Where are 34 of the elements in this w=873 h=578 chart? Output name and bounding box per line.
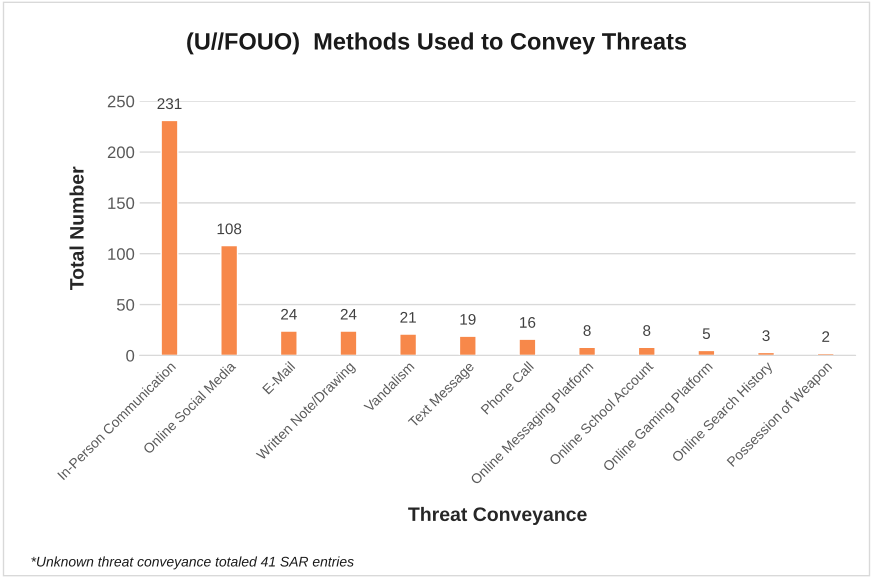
y-tick-label: 0 — [126, 350, 134, 362]
data-label: 108 — [218, 223, 242, 234]
bar — [578, 346, 596, 356]
bar — [220, 244, 238, 356]
y-tick-label: 150 — [108, 197, 134, 210]
data-label: 8 — [584, 325, 591, 336]
bar — [339, 330, 358, 356]
bar — [757, 352, 776, 356]
data-label: 21 — [400, 312, 416, 323]
y-tick-label: 250 — [108, 96, 134, 108]
bar — [458, 335, 477, 356]
y-tick-label: 200 — [108, 146, 134, 158]
bar — [399, 333, 418, 356]
data-label: 231 — [158, 98, 182, 110]
y-tick-label: 100 — [108, 248, 134, 260]
text: *Unknown threat conveyance totaled 41 SAR entries — [31, 556, 354, 570]
bar — [697, 350, 716, 356]
data-label: 5 — [702, 328, 710, 340]
y-axis-title: Total Number — [69, 166, 84, 290]
data-label: 8 — [643, 325, 650, 336]
bar — [518, 338, 536, 356]
data-label: 16 — [520, 317, 536, 328]
bar — [160, 120, 179, 356]
y-tick-label: 50 — [116, 299, 134, 311]
bar — [280, 330, 298, 356]
data-label: 3 — [762, 330, 770, 342]
chart-title: (U//FOUO) Methods Used to Convey Threats — [187, 32, 686, 54]
data-label: 19 — [460, 314, 476, 325]
bar — [816, 352, 835, 356]
bar — [638, 346, 656, 356]
data-label: 24 — [340, 308, 357, 320]
data-label: 24 — [281, 308, 297, 320]
data-label: 2 — [822, 331, 830, 342]
x-axis-title: Threat Conveyance — [408, 506, 587, 525]
